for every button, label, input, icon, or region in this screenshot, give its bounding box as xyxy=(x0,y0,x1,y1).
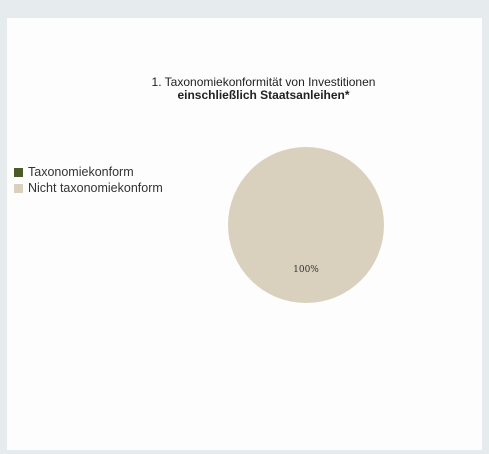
legend-label: Nicht taxonomiekonform xyxy=(28,181,163,195)
chart-legend: Taxonomiekonform Nicht taxonomiekonform xyxy=(14,164,163,196)
chart-title: 1. Taxonomiekonformität von Investitione… xyxy=(151,75,376,89)
legend-item-nicht-taxonomiekonform: Nicht taxonomiekonform xyxy=(14,180,163,196)
pie-slice xyxy=(228,147,384,303)
chart-panel: 1. Taxonomiekonformität von Investitione… xyxy=(7,18,482,450)
chart-title-block: 1. Taxonomiekonformität von Investitione… xyxy=(7,76,482,102)
legend-swatch xyxy=(14,167,23,177)
pie-chart: 100% xyxy=(228,147,384,303)
legend-label: Taxonomiekonform xyxy=(28,165,134,179)
legend-swatch xyxy=(14,183,23,193)
legend-item-taxonomiekonform: Taxonomiekonform xyxy=(14,164,163,180)
slice-data-label: 100% xyxy=(293,265,319,275)
chart-subtitle: einschließlich Staatsanleihen* xyxy=(177,88,350,102)
